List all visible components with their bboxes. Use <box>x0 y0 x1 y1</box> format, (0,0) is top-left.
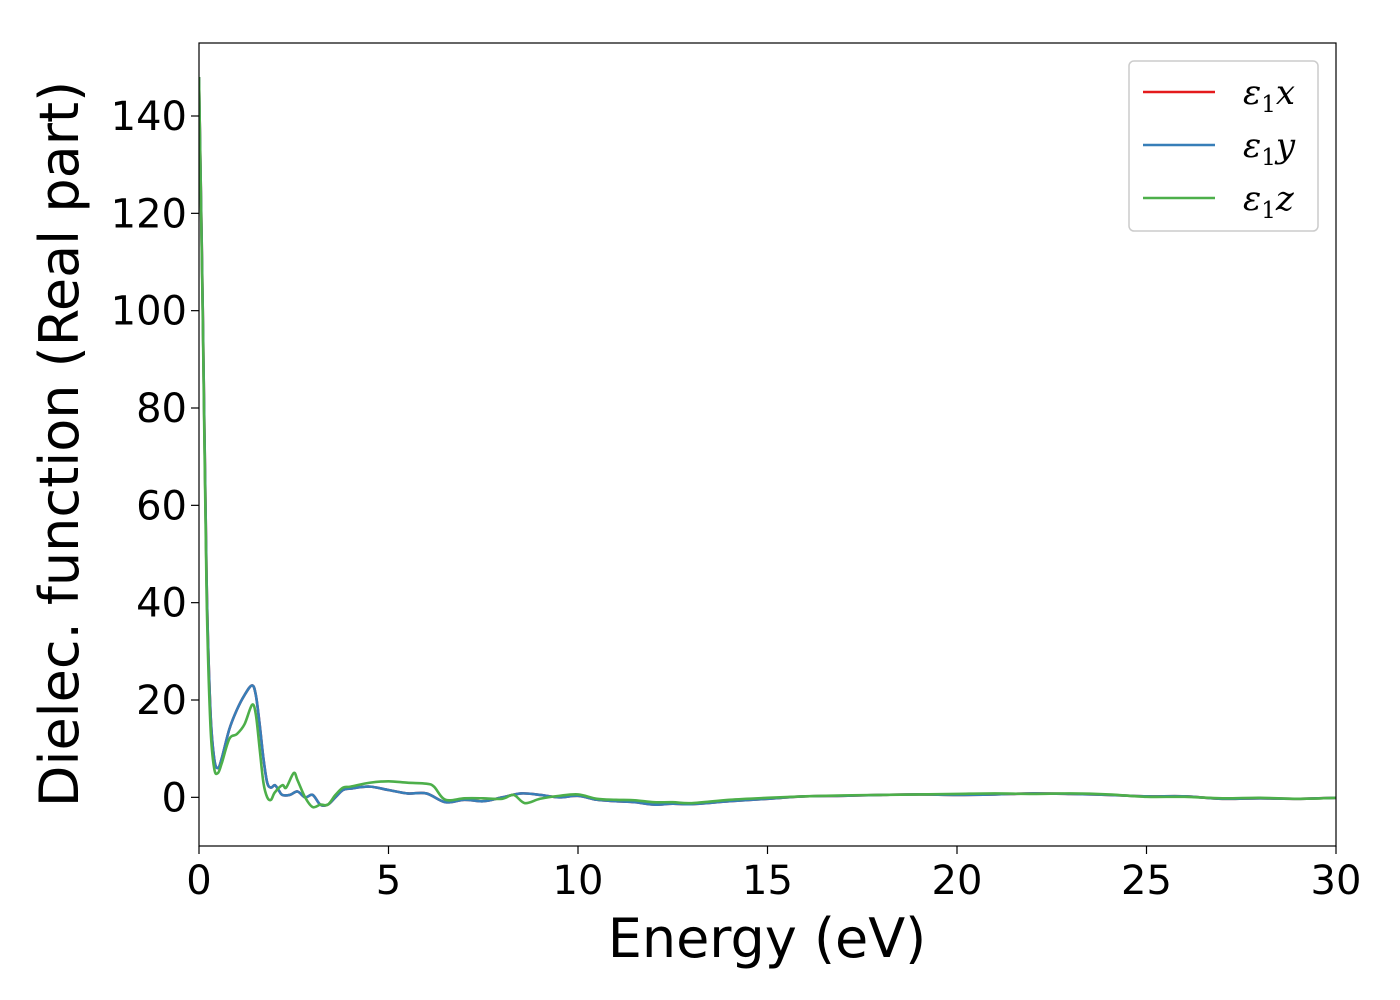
legend-label-z: ε1z <box>1243 179 1295 224</box>
y-tick-label: 40 <box>136 581 187 627</box>
y-tick-label: 140 <box>111 94 187 140</box>
x-tick-label: 0 <box>186 858 211 904</box>
y-tick-label: 80 <box>136 386 187 432</box>
x-tick-label: 15 <box>742 858 793 904</box>
x-tick-label: 25 <box>1121 858 1172 904</box>
y-axis-title: Dielec. function (Real part) <box>28 81 91 807</box>
legend: ε1x ε1y ε1z <box>1128 60 1319 232</box>
series-layer <box>199 77 1336 809</box>
y-tick-label: 100 <box>111 289 187 335</box>
x-tick-label: 30 <box>1311 858 1362 904</box>
y-tick-label: 120 <box>111 191 187 237</box>
x-tick-label: 20 <box>932 858 983 904</box>
series-line-z <box>199 77 1336 809</box>
legend-frame <box>1128 60 1319 232</box>
legend-label-y: ε1y <box>1243 126 1296 171</box>
x-axis-title: Energy (eV) <box>608 907 927 970</box>
y-tick-label: 0 <box>162 775 187 821</box>
y-axis: 0 20 40 60 80 100 120 140 <box>111 94 199 821</box>
legend-label-x: ε1x <box>1243 73 1295 118</box>
x-tick-label: 10 <box>553 858 604 904</box>
x-tick-label: 5 <box>376 858 401 904</box>
x-axis: 0 5 10 15 20 25 30 <box>186 846 1361 904</box>
y-tick-label: 20 <box>136 678 187 724</box>
y-tick-label: 60 <box>136 483 187 529</box>
